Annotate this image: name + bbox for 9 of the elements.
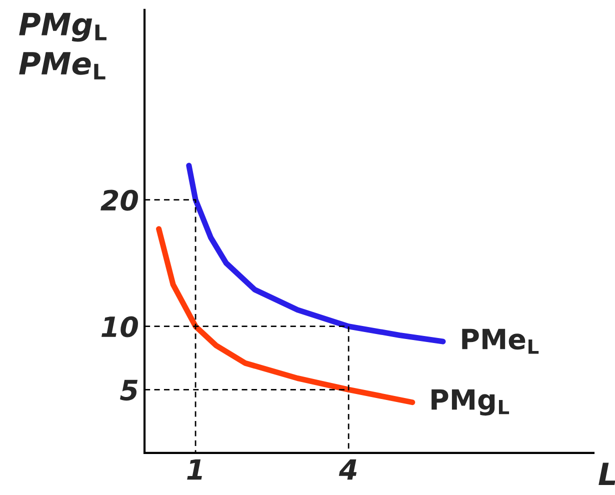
y-tick-label: 20 — [100, 190, 138, 211]
x-tick-label: 1 — [187, 459, 202, 480]
series-label: PMe$_{L}$ — [462, 328, 539, 354]
y-axis-title: PMg$_{L}$ PMe$_{L}$ — [19, 12, 106, 80]
x-tick-label: 4 — [338, 459, 357, 480]
series-label: PMg$_{L}$ — [432, 389, 510, 416]
y-tick-label: 5 — [120, 380, 138, 401]
y-tick-label: 10 — [102, 316, 138, 338]
x-axis-title: L — [598, 462, 615, 486]
